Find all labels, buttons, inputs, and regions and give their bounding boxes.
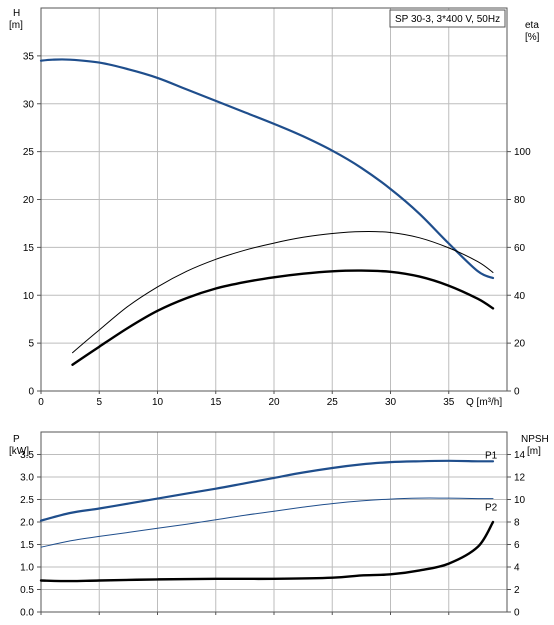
x-axis-label: Q [m³/h] <box>466 397 502 408</box>
chart-title-box <box>389 9 506 28</box>
x-tick-label: 20 <box>268 397 280 408</box>
y-right-axis-unit: [%] <box>525 32 540 43</box>
chart-title: SP 30-3, 3*400 V, 50Hz <box>395 14 500 25</box>
series-line-1-1 <box>40 497 494 548</box>
y-right-tick-label: 60 <box>514 243 526 254</box>
x-tick-label: 35 <box>443 397 455 408</box>
y-right-tick-label: 80 <box>514 195 526 206</box>
series-label-p2: P2 <box>485 503 498 514</box>
y-left-tick-label: 5 <box>28 339 34 350</box>
y-right-tick-label: 0 <box>514 608 520 619</box>
y-left-tick-label: 0 <box>28 387 34 398</box>
series-line-0-1 <box>72 231 494 354</box>
series-label-p1: P1 <box>485 450 498 461</box>
y-left-tick-label: 3.5 <box>20 450 34 461</box>
y-right-axis-label: eta <box>525 20 539 31</box>
x-tick-label: 10 <box>152 397 164 408</box>
x-tick-label: 15 <box>210 397 222 408</box>
y-right-tick-label: 14 <box>514 450 526 461</box>
y-right-tick-label: 100 <box>514 147 531 158</box>
y-right-axis-unit: [m] <box>527 446 541 457</box>
y-left-axis-unit: [kW] <box>9 446 29 457</box>
y-right-tick-label: 10 <box>514 495 526 506</box>
y-right-tick-label: 6 <box>514 540 520 551</box>
y-right-tick-label: 8 <box>514 518 520 529</box>
y-left-axis-unit: [m] <box>9 20 23 31</box>
y-left-tick-label: 2.5 <box>20 495 34 506</box>
y-left-tick-label: 0.5 <box>20 585 34 596</box>
y-left-tick-label: 15 <box>23 243 35 254</box>
y-right-tick-label: 12 <box>514 473 526 484</box>
y-left-tick-label: 1.0 <box>20 563 34 574</box>
y-left-tick-label: 25 <box>23 147 35 158</box>
x-tick-label: 30 <box>385 397 397 408</box>
y-left-tick-label: 10 <box>23 291 35 302</box>
y-left-tick-label: 30 <box>23 99 35 110</box>
y-right-tick-label: 4 <box>514 563 520 574</box>
y-left-tick-label: 1.5 <box>20 540 34 551</box>
y-left-axis-label: P <box>13 434 20 445</box>
y-right-tick-label: 40 <box>514 291 526 302</box>
x-tick-label: 25 <box>327 397 339 408</box>
y-left-tick-label: 0.0 <box>20 608 34 619</box>
series-line-0-2 <box>71 269 495 366</box>
y-left-axis-label: H <box>13 8 20 19</box>
x-tick-label: 5 <box>96 397 102 408</box>
x-tick-label: 0 <box>38 397 44 408</box>
y-right-tick-label: 20 <box>514 339 526 350</box>
y-right-tick-label: 0 <box>514 387 520 398</box>
y-right-tick-label: 2 <box>514 585 520 596</box>
series-line-0-0 <box>39 58 495 280</box>
series-line-1-2 <box>39 520 495 583</box>
y-left-tick-label: 2.0 <box>20 518 34 529</box>
y-right-axis-label: NPSH <box>521 434 549 445</box>
y-left-tick-label: 35 <box>23 51 35 62</box>
series-line-1-0 <box>39 459 495 522</box>
y-left-tick-label: 3.0 <box>20 473 34 484</box>
y-left-tick-label: 20 <box>23 195 35 206</box>
